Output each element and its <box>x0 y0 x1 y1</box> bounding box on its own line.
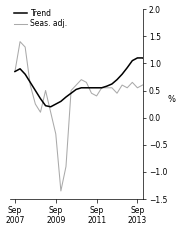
Legend: Trend, Seas. adj.: Trend, Seas. adj. <box>14 9 68 28</box>
Y-axis label: %: % <box>167 95 175 104</box>
